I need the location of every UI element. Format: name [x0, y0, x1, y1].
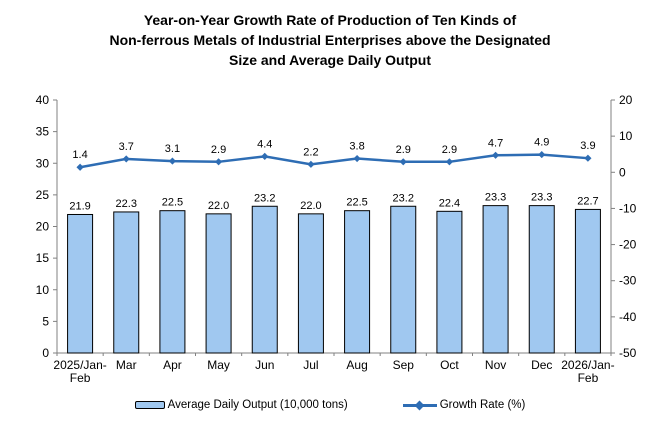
left-axis-label: 15 [36, 251, 50, 265]
bar-series-swatch-icon [134, 401, 165, 409]
line-value-label: 2.9 [442, 144, 457, 156]
line-value-label: 4.9 [534, 137, 549, 149]
line-value-label: 3.7 [119, 141, 134, 153]
right-axis-label: -10 [619, 201, 637, 215]
right-axis-label: 0 [619, 165, 626, 179]
line-point-marker [353, 154, 361, 163]
left-axis-label: 25 [36, 188, 50, 202]
right-axis-label: -30 [619, 274, 637, 288]
legend-item-line: Growth Rate (%) [402, 399, 526, 411]
x-category-label: Nov [485, 358, 506, 372]
right-axis-label: -40 [619, 310, 637, 324]
line-value-label: 4.7 [488, 137, 503, 149]
line-value-label: 3.1 [165, 143, 180, 155]
right-axis-label: -50 [619, 346, 637, 360]
bar [482, 205, 509, 354]
line-value-label: 1.4 [72, 149, 87, 161]
x-category-label: Sep [393, 358, 415, 372]
bar-value-label: 22.5 [162, 197, 183, 209]
line-point-marker [445, 158, 454, 166]
bar-value-label: 23.3 [531, 192, 552, 204]
line-point-marker [399, 158, 407, 166]
left-axis-label: 30 [36, 156, 50, 170]
x-category-label: Mar [116, 358, 137, 372]
bar [205, 213, 232, 354]
bar [159, 210, 186, 354]
line-value-label: 3.9 [580, 140, 595, 152]
legend-label-bar: Average Daily Output (10,000 tons) [167, 399, 348, 411]
line-point-marker [538, 150, 546, 159]
line-point-marker [307, 160, 315, 168]
x-category-label: Dec [531, 358, 552, 372]
left-axis-label: 10 [36, 283, 50, 297]
bar [67, 213, 94, 354]
bar-value-label: 23.3 [485, 192, 506, 204]
line-point-marker [584, 154, 592, 162]
bar [113, 211, 140, 354]
chart-legend: Average Daily Output (10,000 tons) Growt… [0, 399, 660, 411]
bar [344, 210, 371, 354]
x-category-label: Jun [255, 358, 274, 372]
x-category-label: Jul [303, 358, 318, 372]
line-value-label: 4.4 [257, 138, 272, 150]
bar-value-label: 22.4 [439, 197, 460, 209]
line-value-label: 2.9 [211, 144, 226, 156]
left-axis-label: 5 [42, 314, 49, 328]
x-category-label: 2025/Jan-Feb [53, 358, 106, 385]
growth-rate-line [79, 153, 589, 169]
x-category-label: Apr [163, 358, 182, 372]
x-category-label: Oct [440, 358, 459, 372]
line-point-marker [122, 155, 130, 163]
right-axis-label: 10 [619, 129, 633, 143]
line-point-marker [491, 151, 500, 159]
left-axis-label: 35 [36, 125, 50, 139]
bar [574, 208, 601, 354]
legend-label-line: Growth Rate (%) [439, 399, 526, 411]
line-point-marker [168, 157, 177, 165]
left-axis-label: 0 [42, 346, 49, 360]
bar-value-label: 23.2 [393, 192, 414, 204]
bar [528, 205, 555, 354]
bar [390, 205, 417, 354]
bar [251, 205, 278, 354]
line-value-label: 2.9 [396, 144, 411, 156]
line-series-swatch-icon [402, 400, 437, 410]
bar [436, 210, 463, 354]
bar-value-label: 22.0 [300, 200, 321, 212]
line-point-marker [261, 152, 269, 160]
bar-value-label: 22.5 [346, 197, 367, 209]
bar-value-label: 23.2 [254, 192, 275, 204]
line-value-label: 2.2 [303, 146, 318, 158]
bar [297, 213, 324, 354]
bar-value-label: 22.0 [208, 200, 229, 212]
right-axis-label: -20 [619, 238, 637, 252]
left-axis-label: 20 [36, 220, 50, 234]
right-axis-label: 20 [619, 93, 633, 107]
legend-item-bar: Average Daily Output (10,000 tons) [134, 399, 348, 411]
left-axis-label: 40 [36, 93, 50, 107]
line-value-label: 3.8 [349, 141, 364, 153]
line-point-marker [76, 163, 84, 171]
bar-value-label: 21.9 [69, 200, 90, 212]
bar-value-label: 22.3 [116, 198, 137, 210]
x-category-label: 2026/Jan-Feb [561, 358, 614, 385]
bar-value-label: 22.7 [577, 195, 598, 207]
x-category-label: Aug [346, 358, 367, 372]
line-point-marker [214, 158, 223, 166]
x-category-label: May [207, 358, 230, 372]
chart-title: Year-on-Year Growth Rate of Production o… [109, 12, 551, 68]
